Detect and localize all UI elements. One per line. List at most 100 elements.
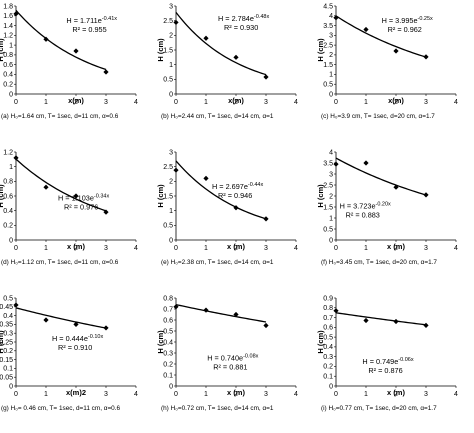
y-tick-label: 0.3 bbox=[323, 354, 333, 361]
data-point bbox=[173, 304, 179, 310]
y-tick-label: 3 bbox=[169, 3, 173, 10]
data-point bbox=[43, 317, 49, 323]
trend-equation-exponent: -0.41x bbox=[102, 16, 118, 22]
data-point bbox=[43, 184, 49, 190]
y-tick-label: 0.5 bbox=[163, 77, 173, 84]
trend-equation: H = 3.723e-0.20x bbox=[340, 201, 391, 210]
y-tick-label: 2 bbox=[329, 52, 333, 59]
data-point bbox=[423, 322, 429, 328]
y-tick-label: 0.6 bbox=[3, 193, 13, 200]
trend-equation-exponent: -0.08x bbox=[243, 354, 259, 360]
r-squared-label: R² = 0.881 bbox=[213, 363, 247, 372]
trend-line bbox=[175, 303, 267, 323]
panel-caption: (f) H₀=3.45 cm, T= 1sec, d=20 cm, α=1.7 bbox=[321, 259, 437, 266]
y-tick-label: 0.6 bbox=[163, 317, 173, 324]
y-tick-label: 2 bbox=[169, 33, 173, 40]
panel-caption: (a) H₀=1.64 cm, T= 1sec, d=11 cm, α=0.6 bbox=[1, 113, 119, 120]
y-tick-label: 0.05 bbox=[0, 375, 13, 382]
panel-caption: (e) H₀=2.38 cm, T= 1sec, d=14 cm, α=1 bbox=[161, 259, 274, 266]
x-tick-label: 3 bbox=[104, 99, 108, 106]
data-point bbox=[333, 308, 339, 314]
trend-equation: H = 3.995e-0.25x bbox=[382, 16, 433, 25]
y-tick-label: 2.5 bbox=[163, 18, 173, 25]
x-tick-label: 3 bbox=[104, 245, 108, 252]
x-tick-label: 2 bbox=[394, 391, 398, 398]
data-point bbox=[103, 209, 109, 215]
x-tick-label: 4 bbox=[134, 391, 138, 398]
trend-line bbox=[15, 9, 107, 71]
y-tick-label: 0.7 bbox=[323, 315, 333, 322]
trend-equation-exponent: -0.06x bbox=[398, 357, 414, 363]
y-tick-label: 0.3 bbox=[3, 331, 13, 338]
y-tick-label: 0.1 bbox=[323, 374, 333, 381]
data-point bbox=[13, 302, 19, 308]
r-squared-label: R² = 0.883 bbox=[346, 210, 380, 219]
y-tick-label: 1.2 bbox=[3, 149, 13, 156]
y-tick-label: 1.5 bbox=[323, 62, 333, 69]
data-point bbox=[233, 54, 239, 60]
trend-equation-base: H = 1.103e bbox=[58, 193, 94, 202]
trend-equation-exponent: -0.44x bbox=[248, 182, 264, 188]
trend-line bbox=[175, 11, 267, 76]
y-tick-label: 0.5 bbox=[323, 334, 333, 341]
data-point bbox=[233, 311, 239, 318]
y-tick-label: 3 bbox=[329, 33, 333, 40]
x-tick-label: 2 bbox=[234, 99, 238, 106]
y-tick-label: 0.2 bbox=[3, 82, 13, 89]
panel-caption: (h) H₀=0.72 cm, T= 1sec, d=14 cm, α=1 bbox=[161, 405, 274, 412]
data-point bbox=[43, 36, 49, 42]
r-squared-label: R² = 0.976 bbox=[64, 202, 98, 211]
x-tick-label: 1 bbox=[204, 245, 208, 252]
y-tick-label: 2.5 bbox=[163, 164, 173, 171]
trend-equation: H = 0.749e-0.06x bbox=[362, 357, 413, 366]
y-axis-label: H (cm) bbox=[316, 330, 325, 354]
data-point bbox=[423, 54, 429, 60]
panel-caption: (g) H₀= 0.46 cm, T= 1sec, d=11 cm, α=0.6 bbox=[1, 405, 121, 412]
y-tick-label: 1.5 bbox=[323, 204, 333, 211]
y-tick-label: 1.2 bbox=[3, 33, 13, 40]
x-tick-label: 0 bbox=[334, 245, 338, 252]
y-tick-label: 1 bbox=[169, 208, 173, 215]
y-tick-label: 2 bbox=[329, 193, 333, 200]
chart-panel-b: 0 0.5 1 1.5 2 2.5 3 0 1 2 3 4 x(m) H (cm) H = 2.784e-0… bbox=[156, 3, 298, 120]
x-tick-label: 0 bbox=[334, 391, 338, 398]
x-tick-label: 0 bbox=[14, 99, 18, 106]
trend-equation-base: H = 0.749e bbox=[362, 357, 398, 366]
x-tick-label: 1 bbox=[364, 99, 368, 106]
x-tick-label: 4 bbox=[294, 245, 298, 252]
y-tick-label: 0.35 bbox=[0, 322, 13, 329]
trend-equation-base: H = 0.444e bbox=[52, 334, 88, 343]
y-tick-label: 0 bbox=[9, 237, 13, 244]
x-tick-label: 3 bbox=[104, 391, 108, 398]
y-tick-label: 0.5 bbox=[163, 223, 173, 230]
trend-equation: H = 0.444e-0.10x bbox=[52, 334, 103, 343]
data-point bbox=[13, 11, 19, 17]
data-point bbox=[103, 69, 109, 75]
data-point bbox=[363, 160, 369, 166]
y-tick-label: 0 bbox=[9, 91, 13, 98]
trend-equation-base: H = 3.995e bbox=[382, 16, 418, 25]
data-point bbox=[73, 193, 79, 199]
trend-equation: H = 2.697e-0.44x bbox=[212, 182, 263, 191]
x-axis-label: x (m) bbox=[387, 388, 405, 397]
data-point bbox=[203, 175, 209, 181]
y-tick-label: 1 bbox=[9, 164, 13, 171]
x-tick-label: 3 bbox=[424, 245, 428, 252]
y-tick-label: 0.1 bbox=[163, 372, 173, 379]
trend-equation-exponent: -0.34x bbox=[94, 193, 110, 199]
data-point bbox=[393, 48, 399, 54]
y-tick-label: 0.5 bbox=[163, 328, 173, 335]
chart-panel-h: 0 0.1 0.2 0.3 0.4 0.5 0.6 0.7 0.8 0 1 2 3 4 x (m) H (cm… bbox=[156, 295, 298, 412]
data-point bbox=[13, 155, 19, 161]
chart-panel-e: 0 0.5 1 1.5 2 2.5 3 0 1 2 3 4 x (m) H (cm) H = 2.697e-… bbox=[156, 149, 298, 266]
panel-caption: (d) H₀=1.12 cm, T= 1sec, d=11 cm, α=0.6 bbox=[1, 259, 119, 266]
data-point bbox=[73, 321, 79, 327]
x-tick-label: 2 bbox=[394, 245, 398, 252]
trend-equation-base: H = 0.740e bbox=[207, 354, 243, 363]
trend-line bbox=[175, 160, 267, 220]
x-tick-label: 4 bbox=[134, 99, 138, 106]
y-tick-label: 3.5 bbox=[323, 160, 333, 167]
data-point bbox=[263, 216, 269, 222]
x-axis-label: x (m) bbox=[227, 242, 245, 251]
x-tick-label: 2 bbox=[74, 245, 78, 252]
